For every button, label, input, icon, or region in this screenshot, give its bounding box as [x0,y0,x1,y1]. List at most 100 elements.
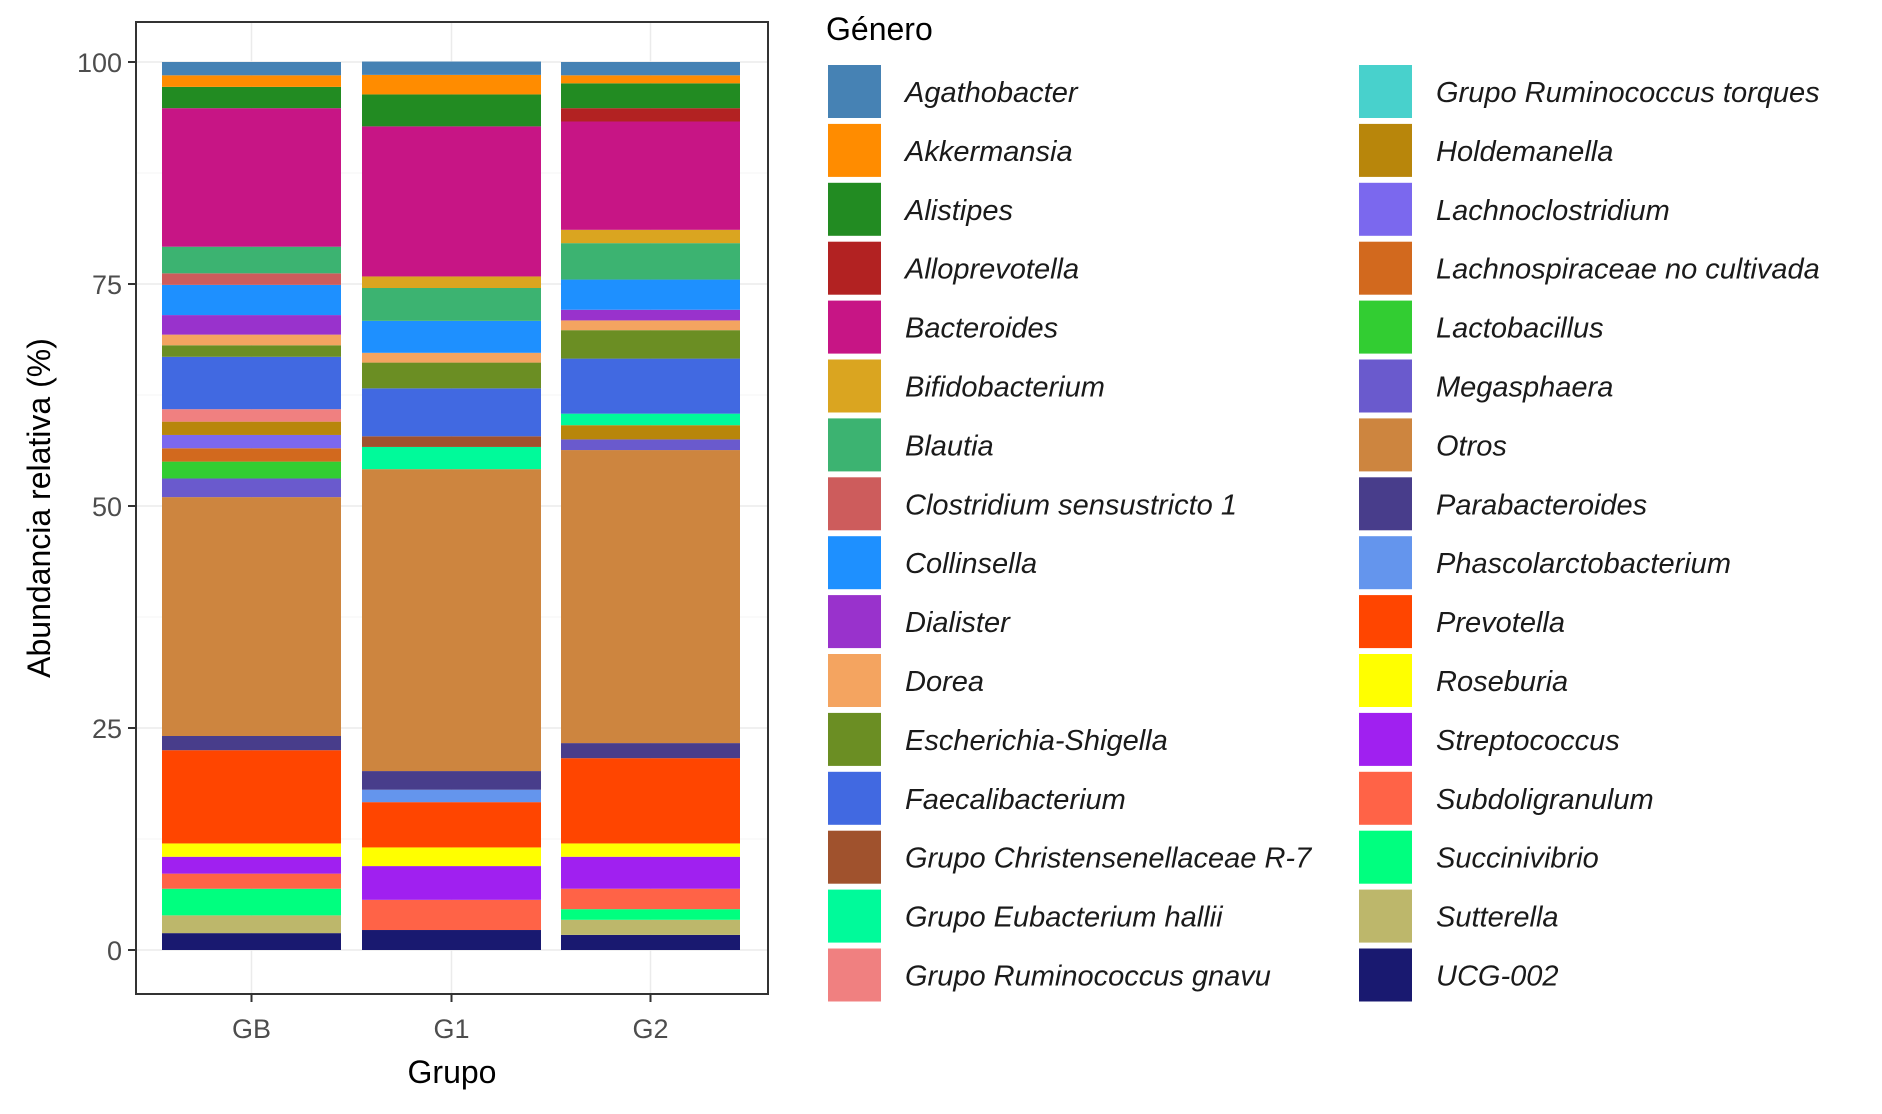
legend-label: Blautia [905,430,994,462]
bar-segment [561,758,740,844]
y-axis-title: Abundancia relativa (%) [21,338,57,678]
legend-label: Grupo Eubacterium hallii [905,902,1224,934]
legend-key [828,536,881,590]
legend-label: Lactobacillus [1436,313,1604,345]
legend-label: Succinivibrio [1436,843,1599,875]
legend-item: Succinivibrio [1359,830,1599,884]
legend-label: Grupo Ruminococcus gnavu [905,961,1271,993]
bar-segment [561,229,740,244]
legend-label: Subdoligranulum [1436,784,1654,816]
legend-label: Grupo Ruminococcus torques [1436,77,1820,109]
bar-segment [362,802,541,848]
legend-label: Megasphaera [1436,372,1613,404]
bar-segment [362,362,541,389]
legend-key [828,948,881,1002]
y-tick-label: 50 [92,492,122,522]
bar-segment [362,287,541,321]
bar-segment [561,330,740,359]
legend-key [828,654,881,707]
legend-key [1359,712,1412,766]
bar-segment [561,358,740,414]
legend-label: Sutterella [1436,902,1559,934]
bar-segment [162,421,341,435]
legend: Agathobacter Akkermansia Alistipes Alloprev… [828,65,1820,1002]
bar-segment [362,126,541,277]
legend-item: Clostridium sensustricto 1 [828,477,1237,531]
legend-item: Escherichia-Shigella [828,712,1168,766]
bar-segment [162,434,341,449]
legend-label: Streptococcus [1436,725,1620,757]
legend-key [1359,536,1412,590]
legend-item: Agathobacter [828,65,1079,118]
legend-key [1359,65,1412,118]
bar-segment [362,866,541,900]
legend-item: Prevotella [1359,595,1565,649]
bar-segment [162,933,341,950]
legend-key [1359,654,1412,707]
bar-segment [162,75,341,87]
legend-item: UCG-002 [1359,948,1559,1002]
legend-item: Phascolarctobacterium [1359,536,1731,590]
bar-segment [561,856,740,889]
bar-segment [162,246,341,274]
bar-segment [162,345,341,357]
bar-segment [561,121,740,230]
bar-segment [561,743,740,759]
legend-key [1359,418,1412,472]
bar-segment [561,934,740,950]
bar-segment [561,243,740,280]
bar-segment [162,856,341,874]
bar-segment [162,62,341,76]
legend-key [828,418,881,472]
legend-label: Prevotella [1436,607,1565,639]
bar-segment [362,899,541,931]
legend-label: Otros [1436,430,1507,462]
bar-segment [561,320,740,331]
legend-label: Bifidobacterium [905,372,1105,404]
legend-key [828,771,881,825]
bar-segment [561,108,740,122]
legend-item: Subdoligranulum [1359,771,1654,825]
legend-item: Streptococcus [1359,712,1620,766]
bar-segment [162,409,341,422]
legend-item: Sutterella [1359,889,1559,943]
legend-item: Dorea [828,654,984,707]
x-tick-label: G2 [632,1014,668,1044]
legend-key [828,889,881,943]
bar-segment [162,750,341,844]
bar-segment [162,108,341,247]
legend-item: Grupo Eubacterium hallii [828,889,1224,943]
legend-label: Collinsella [905,548,1037,580]
legend-item: Megasphaera [1359,359,1613,413]
legend-title: Género [826,11,933,47]
bar-segment [362,94,541,127]
legend-key [1359,830,1412,884]
bar-segment [362,930,541,950]
bar-segment [561,279,740,310]
bar-segment [162,735,341,751]
legend-item: Parabacteroides [1359,477,1647,531]
bar-segment [561,919,740,935]
bar-segment [162,888,341,916]
legend-label: Faecalibacterium [905,784,1126,816]
y-tick-label: 75 [92,270,122,300]
bar-segment [362,276,541,288]
legend-key [1359,595,1412,649]
legend-label: Lachnoclostridium [1436,195,1670,227]
bar-segment [162,273,341,285]
bar-segment [162,334,341,346]
bar-segment [162,356,341,410]
legend-label: Parabacteroides [1436,489,1647,521]
legend-item: Alistipes [828,182,1013,236]
legend-label: Alloprevotella [903,254,1079,286]
legend-label: Holdemanella [1436,136,1613,168]
bar-segment [561,75,740,84]
legend-key [828,65,881,118]
bar-segment [561,888,740,910]
legend-key [828,241,881,295]
legend-item: Akkermansia [828,123,1073,177]
legend-item: Holdemanella [1359,123,1613,177]
bar-segment [561,413,740,426]
bar-segment [162,315,341,335]
